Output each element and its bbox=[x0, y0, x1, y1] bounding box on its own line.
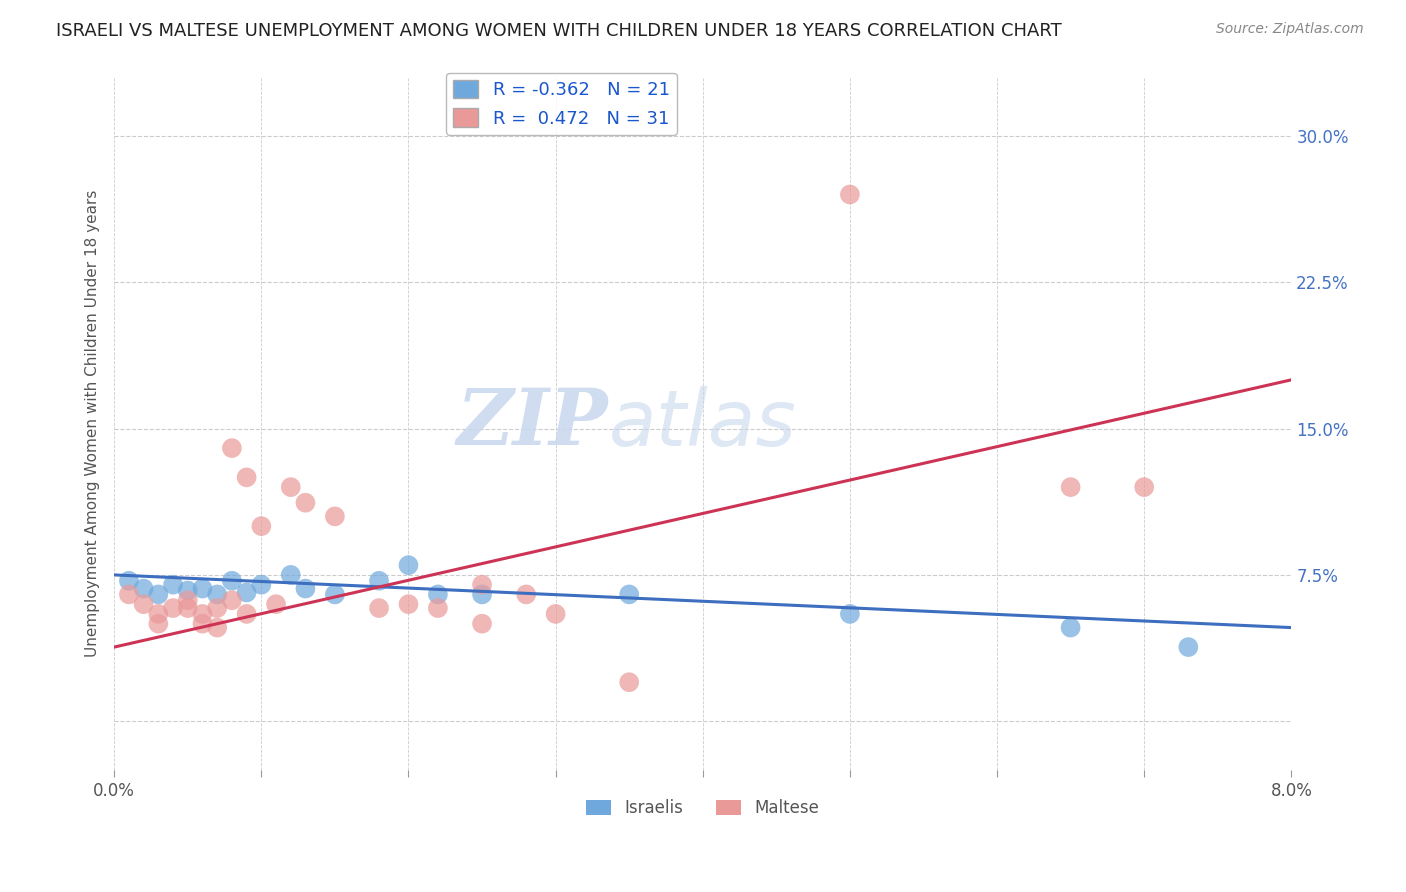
Point bbox=[368, 574, 391, 588]
Point bbox=[221, 574, 243, 588]
Text: ZIP: ZIP bbox=[457, 385, 609, 462]
Point bbox=[1177, 640, 1199, 654]
Point bbox=[148, 616, 170, 631]
Point bbox=[235, 585, 257, 599]
Point bbox=[323, 587, 346, 601]
Point bbox=[264, 597, 287, 611]
Y-axis label: Unemployment Among Women with Children Under 18 years: Unemployment Among Women with Children U… bbox=[86, 190, 100, 657]
Point bbox=[294, 496, 316, 510]
Point bbox=[132, 582, 155, 596]
Point bbox=[205, 587, 228, 601]
Point bbox=[471, 587, 494, 601]
Point bbox=[280, 480, 302, 494]
Point bbox=[250, 519, 273, 533]
Point bbox=[118, 587, 141, 601]
Point bbox=[838, 187, 860, 202]
Point bbox=[619, 587, 641, 601]
Point bbox=[398, 558, 420, 573]
Point bbox=[118, 574, 141, 588]
Point bbox=[221, 441, 243, 455]
Point bbox=[544, 607, 567, 621]
Point bbox=[177, 601, 200, 615]
Point bbox=[515, 587, 537, 601]
Point bbox=[162, 577, 184, 591]
Point bbox=[205, 601, 228, 615]
Point bbox=[426, 601, 449, 615]
Point bbox=[162, 601, 184, 615]
Point bbox=[132, 597, 155, 611]
Point bbox=[250, 577, 273, 591]
Point bbox=[148, 587, 170, 601]
Point bbox=[280, 568, 302, 582]
Point bbox=[191, 582, 214, 596]
Point bbox=[368, 601, 391, 615]
Point bbox=[619, 675, 641, 690]
Point bbox=[205, 621, 228, 635]
Point bbox=[177, 583, 200, 598]
Point bbox=[426, 587, 449, 601]
Point bbox=[1133, 480, 1156, 494]
Point bbox=[191, 607, 214, 621]
Point bbox=[235, 470, 257, 484]
Point bbox=[471, 616, 494, 631]
Point bbox=[1059, 621, 1081, 635]
Point bbox=[294, 582, 316, 596]
Point bbox=[221, 593, 243, 607]
Point bbox=[148, 607, 170, 621]
Point bbox=[323, 509, 346, 524]
Point bbox=[471, 577, 494, 591]
Text: ISRAELI VS MALTESE UNEMPLOYMENT AMONG WOMEN WITH CHILDREN UNDER 18 YEARS CORRELA: ISRAELI VS MALTESE UNEMPLOYMENT AMONG WO… bbox=[56, 22, 1062, 40]
Legend: Israelis, Maltese: Israelis, Maltese bbox=[579, 793, 827, 824]
Point bbox=[398, 597, 420, 611]
Point bbox=[1059, 480, 1081, 494]
Text: atlas: atlas bbox=[609, 385, 796, 462]
Text: Source: ZipAtlas.com: Source: ZipAtlas.com bbox=[1216, 22, 1364, 37]
Point bbox=[235, 607, 257, 621]
Point bbox=[191, 616, 214, 631]
Point bbox=[177, 593, 200, 607]
Point bbox=[838, 607, 860, 621]
